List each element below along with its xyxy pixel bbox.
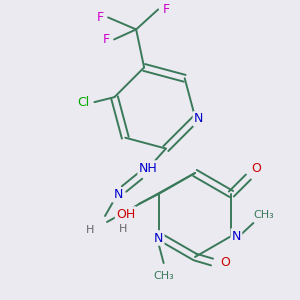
Text: N: N <box>113 188 123 202</box>
Text: N: N <box>232 230 241 242</box>
Text: N: N <box>194 112 203 125</box>
Text: CH₃: CH₃ <box>153 271 174 281</box>
Text: O: O <box>251 163 261 176</box>
Text: NH: NH <box>139 161 158 175</box>
Text: CH₃: CH₃ <box>253 210 274 220</box>
Text: H: H <box>118 224 127 234</box>
Text: OH: OH <box>116 208 135 220</box>
Text: Cl: Cl <box>77 96 90 109</box>
Text: F: F <box>103 33 110 46</box>
Text: O: O <box>220 256 230 268</box>
Text: N: N <box>154 232 163 244</box>
Text: F: F <box>163 3 170 16</box>
Text: H: H <box>86 225 94 235</box>
Text: F: F <box>97 11 104 24</box>
